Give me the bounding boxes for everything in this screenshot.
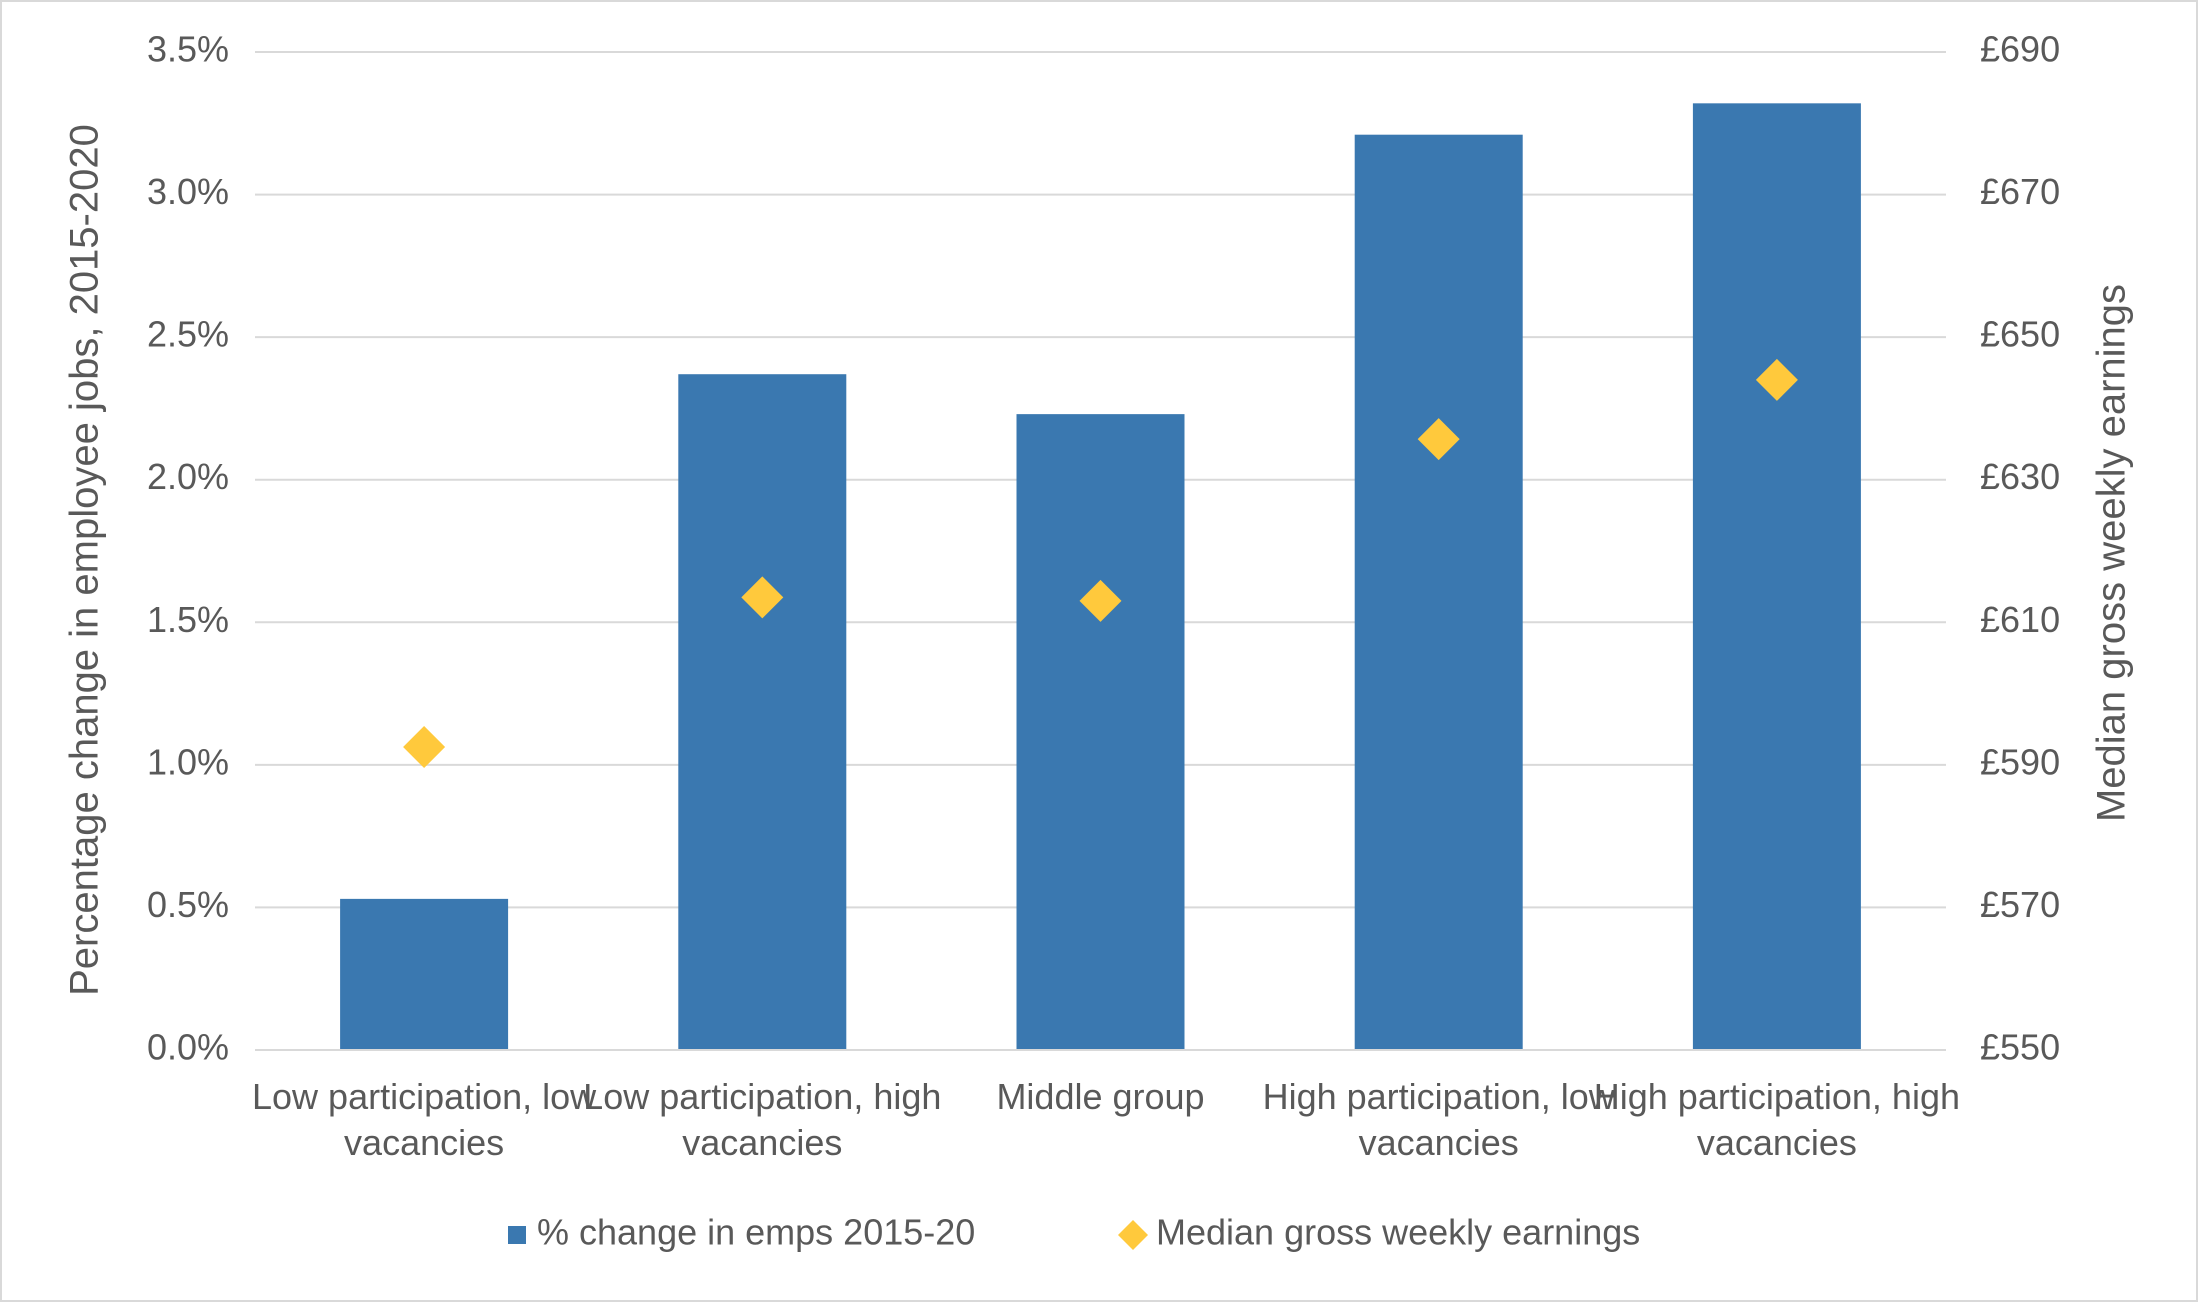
y2-tick-label: £630: [1980, 456, 2060, 497]
diamond-marker: [403, 726, 446, 769]
legend-label: % change in emps 2015-20: [537, 1212, 975, 1253]
bar: [678, 374, 847, 1050]
y2-tick-label: £670: [1980, 171, 2060, 212]
y-tick-label: 3.5%: [147, 29, 229, 70]
y2-tick-label: £610: [1980, 599, 2060, 640]
y-axis-title: Percentage change in employee jobs, 2015…: [63, 124, 107, 996]
diamond-marker: [1417, 418, 1460, 461]
diamond-marker: [741, 576, 784, 619]
x-tick-label: High participation, high vacancies: [1593, 1076, 1960, 1163]
y-tick-label: 3.0%: [147, 171, 229, 212]
y2-tick-label: £650: [1980, 314, 2060, 355]
diamond-marker: [1079, 579, 1122, 622]
y-tick-label: 0.0%: [147, 1027, 229, 1068]
x-tick-label: High participation, low vacancies: [1262, 1076, 1615, 1163]
x-tick-label: Middle group: [996, 1076, 1205, 1117]
legend-label: Median gross weekly earnings: [1156, 1212, 1640, 1253]
bar: [340, 898, 509, 1050]
y2-tick-label: £550: [1980, 1027, 2060, 1068]
diamond-marker: [1755, 358, 1798, 401]
bar: [1692, 103, 1861, 1051]
x-tick-label: Low participation, low vacancies: [252, 1076, 597, 1163]
y-tick-label: 1.5%: [147, 599, 229, 640]
y-tick-label: 0.5%: [147, 884, 229, 925]
bar: [1354, 134, 1523, 1051]
y2-tick-label: £690: [1980, 29, 2060, 70]
y-tick-label: 2.5%: [147, 314, 229, 355]
x-tick-label: Low participation, high vacancies: [583, 1076, 942, 1163]
y2-axis-title: Median gross weekly earnings: [2090, 284, 2134, 822]
legend-swatch: [508, 1226, 526, 1244]
y2-tick-label: £590: [1980, 741, 2060, 782]
y-tick-label: 1.0%: [147, 741, 229, 782]
y-tick-label: 2.0%: [147, 456, 229, 497]
bar: [1016, 414, 1185, 1050]
legend-swatch: [1118, 1220, 1148, 1250]
y2-tick-label: £570: [1980, 884, 2060, 925]
